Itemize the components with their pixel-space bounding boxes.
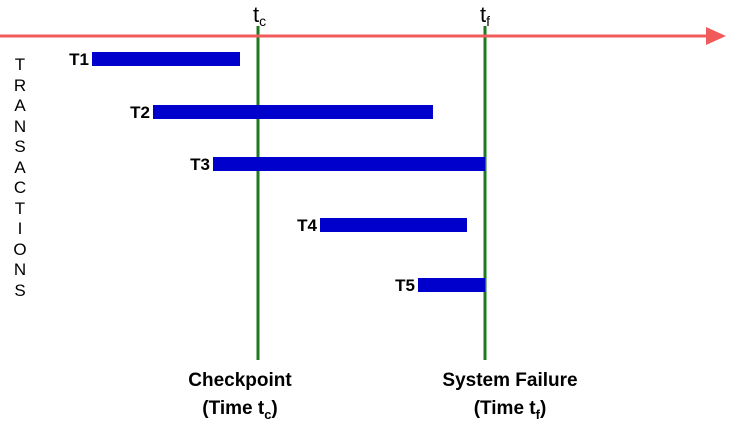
tc-caption-time: (Time tc) (202, 398, 278, 422)
transaction-label-t2: T2 (130, 103, 150, 122)
transaction-bar-t4 (320, 218, 467, 232)
transaction-label-t5: T5 (395, 276, 415, 295)
transaction-label-t3: T3 (190, 155, 210, 174)
transaction-bar-t1 (92, 52, 240, 66)
transaction-bar-t3 (213, 157, 485, 171)
tc-top-label: tc (253, 2, 266, 29)
tc-caption-title: Checkpoint (188, 370, 292, 391)
tf-caption-time: (Time tf) (474, 398, 547, 422)
transaction-bar-t5 (418, 278, 485, 292)
tf-top-label: tf (480, 2, 490, 29)
tf-caption-title: System Failure (442, 370, 577, 391)
transaction-label-t4: T4 (297, 216, 317, 235)
transaction-label-t1: T1 (69, 50, 89, 69)
time-arrow-head-icon (706, 27, 726, 45)
transaction-bar-t2 (153, 105, 433, 119)
